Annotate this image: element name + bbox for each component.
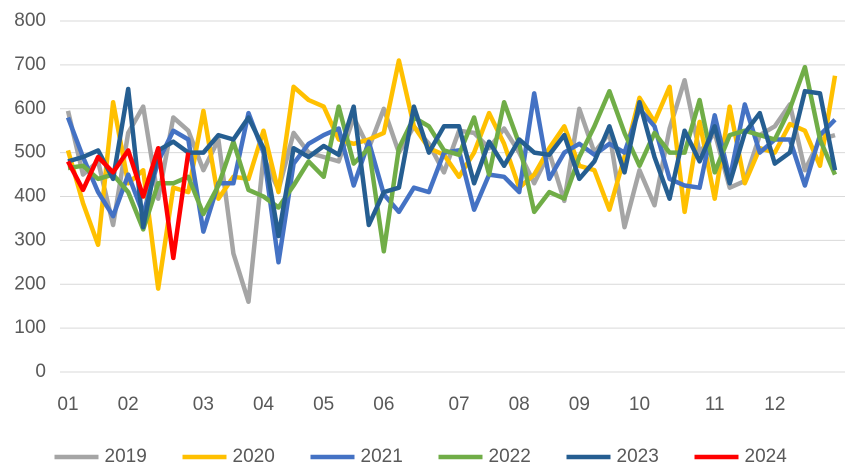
y-tick-label: 300 bbox=[14, 229, 46, 250]
y-tick-label: 400 bbox=[14, 186, 46, 207]
x-tick-label: 10 bbox=[629, 394, 650, 415]
x-tick-label: 04 bbox=[253, 394, 275, 415]
y-tick-label: 100 bbox=[14, 317, 46, 338]
legend-label: 2022 bbox=[489, 446, 531, 466]
x-tick-label: 05 bbox=[313, 394, 334, 415]
y-tick-label: 0 bbox=[35, 361, 46, 382]
legend-label: 2021 bbox=[361, 446, 403, 466]
x-tick-label: 11 bbox=[705, 394, 725, 415]
legend-label: 2024 bbox=[745, 446, 788, 466]
y-tick-label: 200 bbox=[14, 273, 46, 294]
x-tick-label: 07 bbox=[448, 394, 469, 415]
x-tick-label: 09 bbox=[569, 394, 590, 415]
y-tick-label: 700 bbox=[14, 54, 46, 75]
x-tick-label: 12 bbox=[764, 394, 785, 415]
x-tick-label: 08 bbox=[509, 394, 530, 415]
x-tick-label: 01 bbox=[57, 394, 78, 415]
legend-label: 2019 bbox=[105, 446, 147, 466]
series-line bbox=[67, 86, 838, 239]
y-tick-label: 800 bbox=[14, 10, 46, 31]
y-tick-label: 500 bbox=[14, 142, 46, 163]
legend-label: 2020 bbox=[233, 446, 275, 466]
y-tick-label: 600 bbox=[14, 98, 46, 119]
x-tick-label: 06 bbox=[373, 394, 394, 415]
x-tick-label: 03 bbox=[193, 394, 214, 415]
series-line bbox=[67, 64, 838, 254]
x-tick-label: 02 bbox=[118, 394, 139, 415]
legend-label: 2023 bbox=[617, 446, 659, 466]
series-line bbox=[66, 145, 191, 261]
